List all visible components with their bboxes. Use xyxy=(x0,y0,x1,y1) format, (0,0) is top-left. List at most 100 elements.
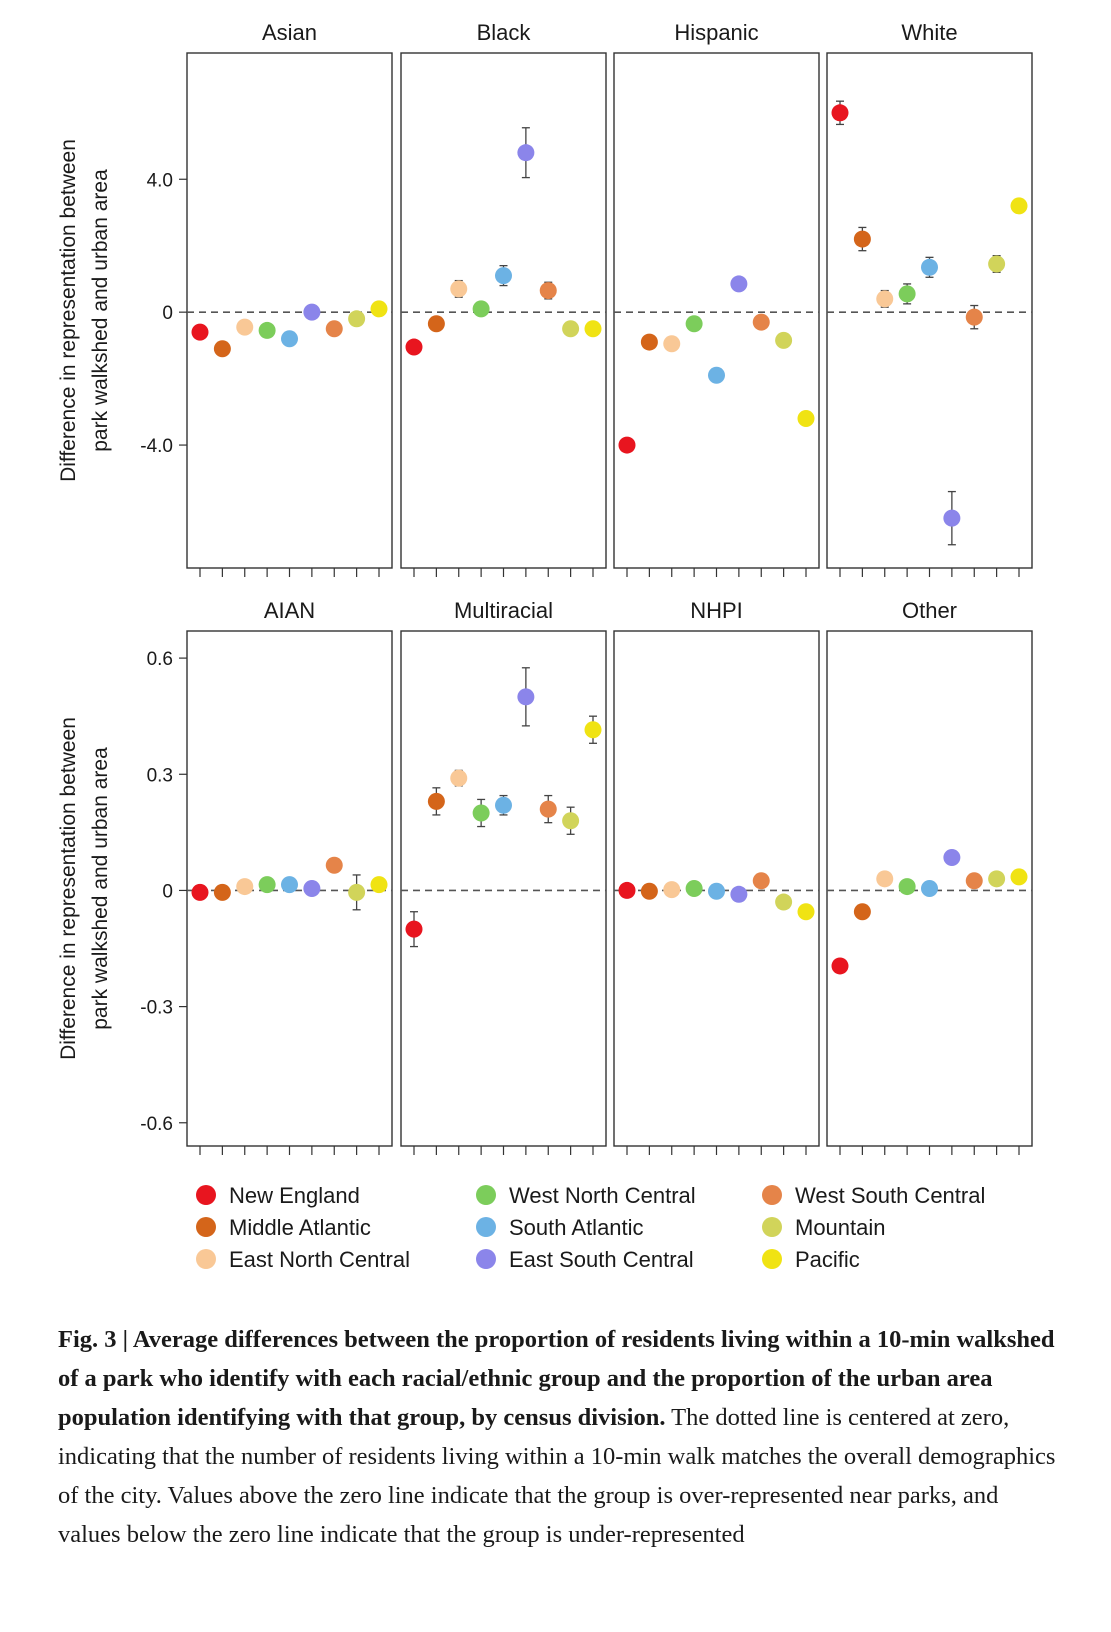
point-asian-east-north-central xyxy=(236,318,254,336)
point-nhpi-mountain xyxy=(775,893,793,911)
point-other-new-england xyxy=(831,957,849,975)
y-tick-label: 0 xyxy=(162,303,173,324)
point-black-pacific xyxy=(584,320,602,338)
point-black-mountain xyxy=(562,320,580,338)
point-hispanic-middle-atlantic xyxy=(640,333,658,351)
point-hispanic-south-atlantic xyxy=(708,366,725,384)
point-other-pacific xyxy=(1010,868,1028,886)
y-axis-title-line-1: Difference in representation between xyxy=(57,717,80,1060)
point-black-west-north-central xyxy=(472,300,490,318)
point-hispanic-east-north-central xyxy=(663,335,681,353)
point-aian-east-north-central xyxy=(236,878,254,896)
point-other-west-north-central xyxy=(898,878,916,896)
point-black-new-england xyxy=(405,338,423,356)
point-asian-mountain xyxy=(348,310,366,328)
y-tick-label: -0.3 xyxy=(140,998,173,1019)
point-hispanic-east-south-central xyxy=(730,275,748,293)
legend-label-east-north-central: East North Central xyxy=(229,1247,410,1272)
point-hispanic-new-england xyxy=(618,436,636,454)
point-asian-pacific xyxy=(370,300,388,318)
point-multiracial-west-north-central xyxy=(472,804,490,822)
point-multiracial-middle-atlantic xyxy=(427,792,445,810)
y-axis-title-line-2: park walkshed and urban area xyxy=(89,747,112,1030)
y-tick-label: 4.0 xyxy=(147,170,173,191)
point-asian-west-south-central xyxy=(325,320,343,338)
point-nhpi-new-england xyxy=(618,881,636,899)
legend-marker-south-atlantic xyxy=(476,1217,496,1237)
point-black-east-south-central xyxy=(517,144,535,162)
point-aian-mountain xyxy=(348,883,366,901)
legend-label-mountain: Mountain xyxy=(795,1215,886,1240)
point-nhpi-west-north-central xyxy=(685,880,703,897)
point-white-west-north-central xyxy=(898,285,916,303)
y-tick-label: 0.6 xyxy=(147,649,173,670)
point-nhpi-east-south-central xyxy=(730,885,748,903)
legend-label-west-south-central: West South Central xyxy=(795,1183,985,1208)
caption-figure-label: Fig. 3 | xyxy=(58,1326,133,1353)
point-asian-west-north-central xyxy=(258,321,276,339)
point-other-east-north-central xyxy=(876,870,894,888)
point-asian-east-south-central xyxy=(303,303,321,321)
panel-title-nhpi: NHPI xyxy=(690,598,743,623)
panel-frame-asian xyxy=(186,52,393,569)
legend-marker-east-north-central xyxy=(196,1249,216,1269)
panel-frame-black xyxy=(400,52,607,569)
point-white-east-north-central xyxy=(876,290,894,308)
legend-label-east-south-central: East South Central xyxy=(509,1247,694,1272)
point-multiracial-pacific xyxy=(584,721,602,739)
point-nhpi-east-north-central xyxy=(663,881,681,899)
point-asian-middle-atlantic xyxy=(213,340,231,358)
panel-title-black: Black xyxy=(477,20,532,45)
y-axis-title-line-1: Difference in representation between xyxy=(57,139,80,482)
legend-marker-middle-atlantic xyxy=(196,1217,216,1237)
panel-frame-white xyxy=(826,52,1033,569)
point-aian-pacific xyxy=(370,876,388,894)
legend-marker-east-south-central xyxy=(476,1249,496,1269)
panel-title-aian: AIAN xyxy=(264,598,315,623)
legend-label-west-north-central: West North Central xyxy=(509,1183,696,1208)
point-aian-new-england xyxy=(191,883,209,901)
caption-body-text: The dotted line is centered at zero, ind… xyxy=(58,1404,1056,1548)
point-hispanic-mountain xyxy=(775,331,793,349)
y-tick-label: 0.3 xyxy=(147,765,173,786)
legend-marker-west-south-central xyxy=(762,1185,782,1205)
point-asian-south-atlantic xyxy=(281,330,298,348)
point-aian-middle-atlantic xyxy=(213,883,231,901)
point-multiracial-mountain xyxy=(562,812,580,830)
point-white-pacific xyxy=(1010,197,1028,215)
point-white-mountain xyxy=(988,255,1006,273)
panel-frame-multiracial xyxy=(400,630,607,1147)
point-multiracial-south-atlantic xyxy=(495,796,512,814)
point-other-west-south-central xyxy=(965,872,983,890)
point-hispanic-west-south-central xyxy=(752,313,770,331)
legend-marker-new-england xyxy=(196,1185,216,1205)
point-aian-east-south-central xyxy=(303,880,321,897)
point-other-east-south-central xyxy=(943,849,961,867)
point-hispanic-west-north-central xyxy=(685,315,703,333)
y-tick-label: -0.6 xyxy=(140,1114,173,1135)
point-aian-south-atlantic xyxy=(281,876,298,894)
point-nhpi-middle-atlantic xyxy=(640,882,658,900)
point-nhpi-west-south-central xyxy=(752,872,770,890)
point-white-middle-atlantic xyxy=(853,230,871,248)
point-multiracial-east-south-central xyxy=(517,688,535,706)
point-white-east-south-central xyxy=(943,509,961,527)
y-tick-label: 0 xyxy=(162,881,173,902)
legend-label-new-england: New England xyxy=(229,1183,360,1208)
point-black-south-atlantic xyxy=(495,267,512,285)
point-other-south-atlantic xyxy=(921,880,938,897)
faceted-dot-plot: 4.0 0 -4.0 Difference in representation bet… xyxy=(57,20,1033,1272)
legend-label-pacific: Pacific xyxy=(795,1247,860,1272)
point-nhpi-south-atlantic xyxy=(708,882,725,900)
point-aian-west-north-central xyxy=(258,876,276,894)
point-black-east-north-central xyxy=(450,280,468,298)
legend-label-south-atlantic: South Atlantic xyxy=(509,1215,644,1240)
point-asian-new-england xyxy=(191,323,209,341)
point-white-south-atlantic xyxy=(921,258,938,276)
legend-label-middle-atlantic: Middle Atlantic xyxy=(229,1215,371,1240)
panel-title-white: White xyxy=(901,20,957,45)
panel-title-other: Other xyxy=(902,598,957,623)
point-multiracial-new-england xyxy=(405,920,423,938)
legend-marker-pacific xyxy=(762,1249,782,1269)
point-black-west-south-central xyxy=(539,282,557,300)
